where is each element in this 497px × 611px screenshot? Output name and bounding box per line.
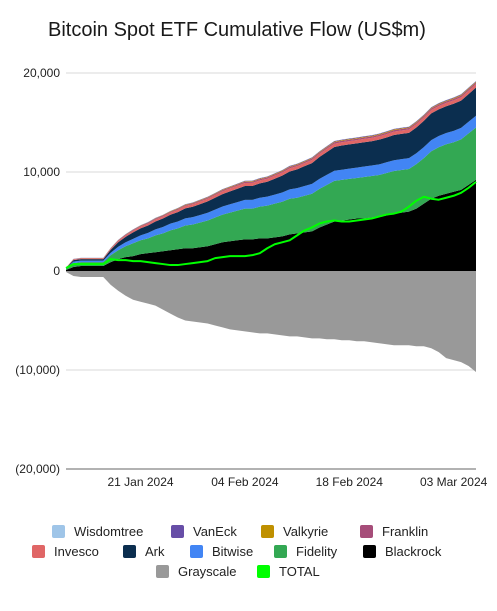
area-series xyxy=(66,80,476,372)
y-tick-label: 0 xyxy=(53,264,60,278)
total-line xyxy=(65,181,477,269)
y-tick-label: 20,000 xyxy=(23,66,60,80)
legend-swatch-ark xyxy=(123,545,136,558)
legend-label-ark: Ark xyxy=(145,544,165,559)
y-tick-label: (10,000) xyxy=(15,363,60,377)
x-tick-label: 04 Feb 2024 xyxy=(211,475,279,489)
series-line-total xyxy=(65,181,477,269)
legend-swatch-bitwise xyxy=(190,545,203,558)
series-area-grayscale xyxy=(66,271,476,372)
legend-label-blackrock: Blackrock xyxy=(385,544,442,559)
y-tick-label: 10,000 xyxy=(23,165,60,179)
legend-label-franklin: Franklin xyxy=(382,524,428,539)
legend-swatch-blackrock xyxy=(363,545,376,558)
legend: Wisdomtree VanEck Valkyrie Franklin Invesco A… xyxy=(32,524,442,579)
legend-swatch-valkyrie xyxy=(261,525,274,538)
legend-label-valkyrie: Valkyrie xyxy=(283,524,328,539)
series-area-fidelity xyxy=(66,127,476,271)
legend-label-fidelity: Fidelity xyxy=(296,544,338,559)
legend-label-vaneck: VanEck xyxy=(193,524,237,539)
chart-title: Bitcoin Spot ETF Cumulative Flow (US$m) xyxy=(48,19,426,41)
legend-label-grayscale: Grayscale xyxy=(178,564,237,579)
legend-swatch-franklin xyxy=(360,525,373,538)
legend-swatch-fidelity xyxy=(274,545,287,558)
x-tick-label: 03 Mar 2024 xyxy=(420,475,488,489)
x-tick-label: 18 Feb 2024 xyxy=(316,475,384,489)
axes: 20,000 10,000 0 (10,000) (20,000) 21 Jan 2024… xyxy=(15,66,487,489)
x-tick-label: 21 Jan 2024 xyxy=(108,475,174,489)
legend-swatch-grayscale xyxy=(156,565,169,578)
legend-swatch-wisdomtree xyxy=(52,525,65,538)
legend-label-bitwise: Bitwise xyxy=(212,544,253,559)
series-area-ark xyxy=(66,87,476,269)
series-area-bitwise xyxy=(66,115,476,270)
y-tick-label: (20,000) xyxy=(15,462,60,476)
series-area-blackrock xyxy=(66,179,476,271)
legend-label-invesco: Invesco xyxy=(54,544,99,559)
legend-swatch-invesco xyxy=(32,545,45,558)
legend-swatch-total xyxy=(257,565,270,578)
legend-swatch-vaneck xyxy=(171,525,184,538)
legend-label-wisdomtree: Wisdomtree xyxy=(74,524,143,539)
legend-label-total: TOTAL xyxy=(279,564,320,579)
